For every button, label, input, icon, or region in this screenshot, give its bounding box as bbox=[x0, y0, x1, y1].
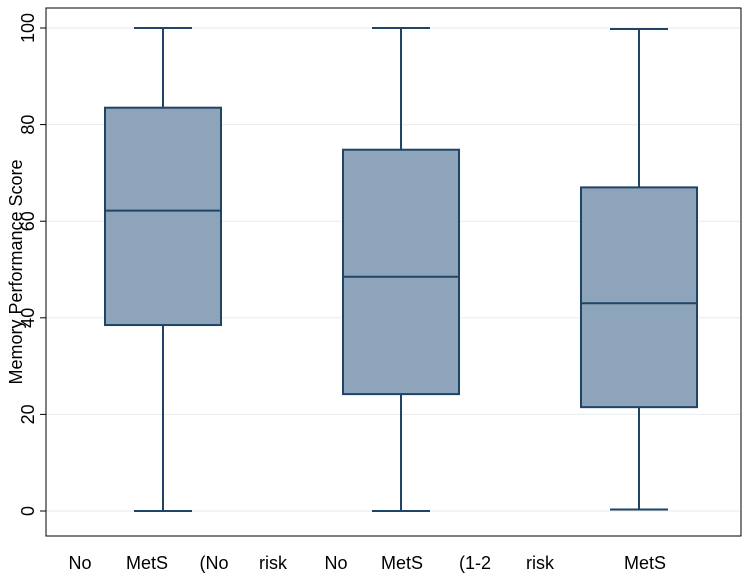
category-label-word: (No bbox=[199, 553, 228, 573]
boxes bbox=[104, 27, 698, 512]
category-labels: No MetS (No risk No MetS (1-2 risk MetS bbox=[68, 553, 666, 573]
category-label-word: MetS bbox=[126, 553, 168, 573]
category-label-word: risk bbox=[259, 553, 288, 573]
plot-frame bbox=[45, 7, 742, 537]
box-iqr bbox=[342, 148, 460, 396]
box-2 bbox=[342, 27, 460, 512]
category-label-word: MetS bbox=[624, 553, 666, 573]
box-3 bbox=[580, 27, 698, 511]
category-label-word: No bbox=[324, 553, 347, 573]
y-axis-title: Memory Performance Score bbox=[6, 159, 26, 384]
category-label-word: risk bbox=[526, 553, 555, 573]
box-iqr bbox=[580, 186, 698, 409]
y-tick-label-20: 20 bbox=[18, 404, 38, 424]
y-axis: 0 20 40 60 80 100 bbox=[18, 13, 46, 516]
y-tick-label-60: 60 bbox=[18, 211, 38, 231]
category-label-word: MetS bbox=[381, 553, 423, 573]
y-tick-label-40: 40 bbox=[18, 308, 38, 328]
box-1 bbox=[104, 27, 222, 512]
box-iqr bbox=[104, 106, 222, 327]
category-label-word: (1-2 bbox=[459, 553, 491, 573]
y-tick-label-100: 100 bbox=[18, 13, 38, 43]
category-label-word: No bbox=[68, 553, 91, 573]
y-tick-label-80: 80 bbox=[18, 115, 38, 135]
y-tick-label-0: 0 bbox=[18, 506, 38, 516]
